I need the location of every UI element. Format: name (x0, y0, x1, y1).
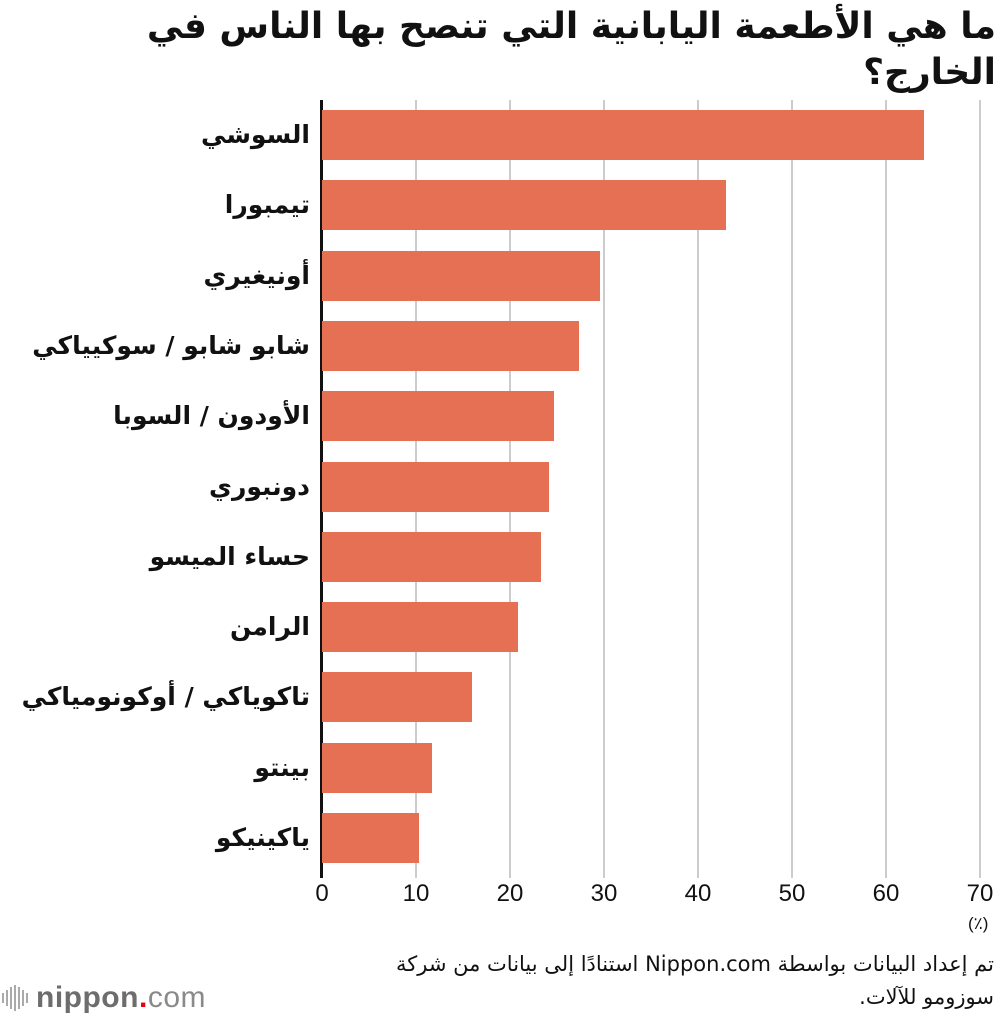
bar (322, 320, 579, 371)
x-tick-label: 30 (590, 880, 618, 907)
gridline (979, 100, 981, 878)
source-line-2: سوزومو للآلات. (859, 985, 994, 1009)
bar (322, 180, 727, 231)
x-tick-label: 40 (684, 880, 712, 907)
category-label: الأودون / السوبا (113, 401, 310, 431)
x-tick-label: 70 (966, 880, 994, 907)
category-label: حساء الميسو (149, 541, 310, 571)
plot-area (320, 100, 982, 878)
category-label: تيمبورا (224, 190, 310, 220)
x-axis-unit: (٪) (968, 914, 989, 933)
logo-wordmark: nippon.com (36, 981, 206, 1014)
x-tick-label: 0 (315, 880, 329, 907)
bar (322, 531, 542, 582)
category-label: السوشي (201, 120, 310, 149)
gridline (885, 100, 887, 878)
bar (322, 110, 924, 160)
category-label: بينتو (254, 752, 310, 782)
gridline (603, 100, 605, 878)
chart-title: ما هي الأطعمة اليابانية التي تنصح بها ال… (146, 6, 996, 93)
source-line-1: تم إعداد البيانات بواسطة Nippon.com استن… (396, 952, 994, 976)
x-tick-label: 20 (496, 880, 524, 907)
category-label: الرامن (229, 612, 310, 642)
bar (322, 391, 555, 442)
source-note: تم إعداد البيانات بواسطة Nippon.com استن… (294, 948, 994, 1014)
y-axis-line (320, 100, 323, 878)
bar (322, 742, 432, 793)
category-label: شابو شابو / سوكيياكي (32, 330, 310, 360)
category-label: تاكوياكي / أوكونومياكي (21, 682, 310, 712)
x-tick-label: 10 (402, 880, 430, 907)
nippon-logo: nippon.com (2, 980, 206, 1016)
gridline (697, 100, 699, 878)
category-label: دونبوري (209, 471, 310, 501)
bar (322, 602, 518, 653)
sound-wave-icon (2, 985, 28, 1011)
bar (322, 672, 473, 723)
bar (322, 250, 601, 301)
bar (322, 461, 550, 512)
bar (322, 813, 419, 863)
x-tick-label: 60 (872, 880, 900, 907)
category-label: أونيغيري (203, 260, 310, 290)
category-label: ياكينيكو (215, 823, 310, 852)
gridline (791, 100, 793, 878)
x-tick-label: 50 (778, 880, 806, 907)
